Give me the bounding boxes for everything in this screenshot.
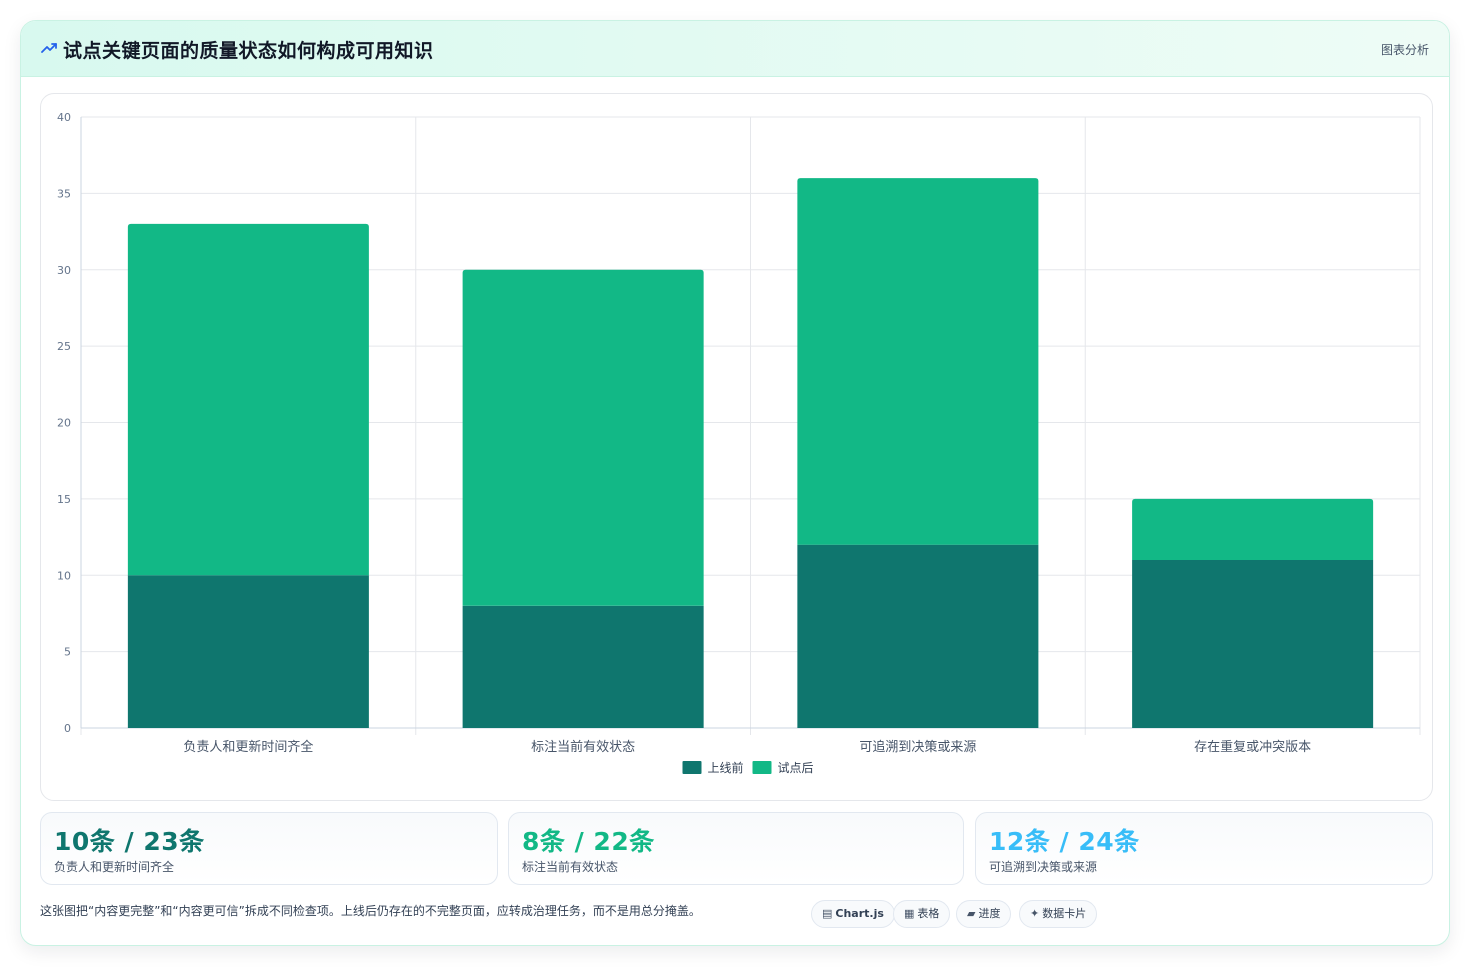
stat-card-1: 10条 / 23条 负责人和更新时间齐全 [40,812,498,885]
stat-label: 标注当前有效状态 [522,860,619,874]
progress-icon: ▰ [967,907,976,920]
bar-segment [1132,498,1374,560]
bar-segment [127,575,369,728]
stat-card-3: 12条 / 24条 可追溯到决策或来源 [975,812,1433,885]
stat-value: 8条 / 22条 [522,827,655,856]
stat-card-2: 8条 / 22条 标注当前有效状态 [508,812,964,885]
x-tick-label: 存在重复或冲突版本 [1194,739,1311,755]
legend-swatch [752,761,772,774]
stat-label: 负责人和更新时间齐全 [54,860,175,874]
stacked-bar-chart: 0 5 10 15 20 25 30 35 40 负责人和更新时间齐全 标注当前有效状态 可追溯到决策… [57,111,1421,775]
legend-swatch [682,761,702,774]
bar-segment [797,544,1039,728]
y-tick-label: 20 [57,417,71,430]
x-tick-label: 可追溯到决策或来源 [859,739,976,755]
trend-icon [41,43,57,53]
bar-segment [462,605,704,728]
x-tick-label: 标注当前有效状态 [531,739,635,755]
y-tick-label: 15 [57,493,71,506]
chip-label: Chart.js [835,907,884,920]
bar-segment [462,269,704,606]
chart-card: 试点关键页面的质量状态如何构成可用知识 图表分析 0 5 10 15 20 25 30 35 4… [20,20,1450,946]
chip-data-card[interactable]: ✦ 数据卡片 [1019,900,1098,928]
stat-value: 12条 / 24条 [989,827,1140,856]
sparkle-icon: ✦ [1030,907,1040,920]
chip-table[interactable]: ▦ 表格 [893,900,951,928]
y-tick-label: 30 [57,264,71,277]
legend-label: 试点后 [778,760,814,775]
chip-label: 进度 [978,907,1001,920]
y-tick-label: 0 [64,722,71,735]
x-tick-label: 负责人和更新时间齐全 [183,739,313,755]
bar-segment [127,223,369,576]
stat-value: 10条 / 23条 [54,827,205,856]
table-icon: ▦ [904,907,915,920]
chip-label: 表格 [917,907,940,920]
page-title: 试点关键页面的质量状态如何构成可用知识 [63,40,434,62]
chip-label: 数据卡片 [1042,907,1087,920]
y-tick-label: 35 [57,187,71,200]
bar-segment [1132,559,1374,728]
chart-area: 0 5 10 15 20 25 30 35 40 负责人和更新时间齐全 标注当前有效状态 可追溯到决策… [40,93,1433,801]
card-header: 试点关键页面的质量状态如何构成可用知识 图表分析 [21,21,1449,77]
chip-progress[interactable]: ▰ 进度 [956,900,1012,928]
chart-icon: ▤ [822,907,833,920]
y-tick-label: 40 [57,111,71,124]
stat-label: 可追溯到决策或来源 [989,860,1098,874]
bar-segment [797,178,1039,545]
y-tick-label: 25 [57,340,71,353]
y-tick-label: 10 [57,569,71,582]
y-tick-label: 5 [64,646,71,659]
legend-label: 上线前 [708,760,744,775]
chart-note: 这张图把“内容更完整”和“内容更可信”拆成不同检查项。上线后仍存在的不完整页面，… [40,904,701,918]
header-tag: 图表分析 [1380,43,1429,57]
chip-chartjs[interactable]: ▤ Chart.js [811,900,895,928]
